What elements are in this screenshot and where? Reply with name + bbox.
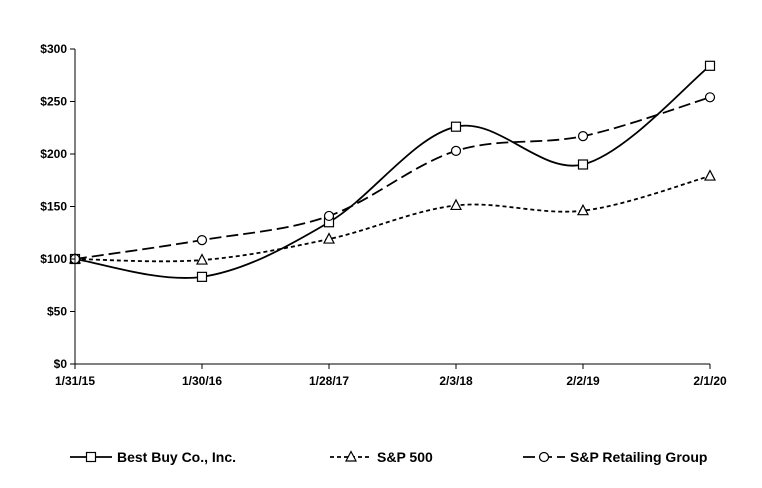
series-line: [74, 65, 711, 279]
legend-triangle-marker: [345, 450, 357, 462]
data-point-triangle: [704, 169, 716, 181]
x-tick-label: 1/30/16: [182, 374, 222, 388]
data-point-circle: [704, 92, 716, 103]
series-triangle: [69, 169, 716, 265]
series-circle: [69, 92, 716, 265]
legend-entry: Best Buy Co., Inc.: [70, 449, 236, 465]
data-point-square: [450, 121, 462, 132]
y-tick-label: $200: [40, 147, 67, 161]
x-tick-label: 1/31/15: [55, 374, 95, 388]
y-tick-label: $50: [47, 305, 67, 319]
x-tick-label: 2/3/18: [439, 374, 473, 388]
legend: Best Buy Co., Inc. S&P 500 S&P Retailing G…: [70, 449, 707, 465]
x-tick-label: 1/28/17: [309, 374, 349, 388]
series-square: [69, 60, 716, 282]
series-line: [74, 175, 711, 263]
y-tick-label: $300: [40, 42, 67, 56]
legend-label: S&P 500: [377, 449, 433, 465]
y-tick-label: $250: [40, 95, 67, 109]
series-layer: [69, 60, 716, 282]
legend-circle-marker: [538, 451, 550, 463]
data-point-triangle: [323, 232, 335, 244]
legend-label: Best Buy Co., Inc.: [117, 449, 236, 465]
x-tick-label: 2/1/20: [693, 374, 727, 388]
x-tick-label: 2/2/19: [566, 374, 600, 388]
data-point-circle: [577, 131, 589, 142]
data-point-circle: [196, 235, 208, 246]
axes-layer: [74, 49, 710, 365]
legend-entry: S&P Retailing Group: [523, 449, 707, 465]
data-point-square: [577, 159, 589, 170]
legend-square-marker: [85, 451, 97, 463]
data-point-triangle: [196, 253, 208, 265]
y-tick-label: $150: [40, 200, 67, 214]
data-point-square: [196, 271, 208, 282]
legend-label: S&P Retailing Group: [570, 449, 707, 465]
y-tick-label: $0: [54, 357, 68, 371]
legend-entry: S&P 500: [330, 449, 433, 465]
data-point-circle: [323, 210, 335, 222]
data-point-square: [704, 60, 716, 71]
ticks-layer: $0 $50 $100 $150 $200 $250 $300 1/31/15 1/30/16 1…: [40, 42, 727, 388]
data-point-circle: [450, 145, 462, 156]
y-tick-label: $100: [40, 252, 67, 266]
data-point-triangle: [450, 198, 462, 211]
series-line: [74, 96, 711, 260]
data-point-triangle: [577, 203, 589, 216]
